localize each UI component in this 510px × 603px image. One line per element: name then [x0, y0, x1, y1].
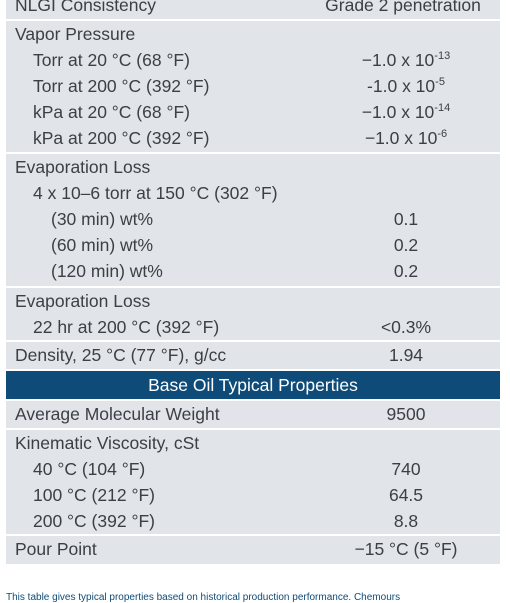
viscosity-item-label: 200 °C (392 °F)	[33, 511, 155, 531]
footnote: This table gives typical properties base…	[6, 592, 401, 603]
evap-item-value: 0.1	[393, 209, 419, 229]
vapor-pressure-label: Vapor Pressure	[15, 24, 136, 44]
base-oil-section-header: Base Oil Typical Properties	[6, 371, 500, 401]
density-value: 1.94	[388, 345, 424, 365]
evap-item-label: (120 min) wt%	[51, 261, 163, 281]
evaporation-condition: 22 hr at 200 °C (392 °F)	[33, 317, 220, 337]
molecular-weight-row: Average Molecular Weight 9500	[6, 401, 500, 430]
vapor-item-value: −1.0 x 10-6	[364, 128, 448, 148]
density-label: Density, 25 °C (77 °F), g/cc	[15, 345, 227, 365]
vapor-item-label: kPa at 20 °C (68 °F)	[33, 102, 190, 122]
nlgi-label: NLGI Consistency	[15, 0, 157, 15]
nlgi-value: Grade 2 penetration	[325, 0, 481, 15]
properties-table: NLGI Consistency Grade 2 penetration Vap…	[6, 0, 500, 566]
nlgi-row: NLGI Consistency Grade 2 penetration	[6, 0, 500, 21]
vapor-pressure-group: Vapor Pressure Torr at 20 °C (68 °F) −1.…	[6, 21, 500, 154]
evaporation-loss-label: Evaporation Loss	[15, 157, 151, 177]
evaporation-condition: 4 x 10–6 torr at 150 °C (302 °F)	[33, 183, 278, 203]
evap-item-value: 0.2	[393, 261, 419, 281]
density-row: Density, 25 °C (77 °F), g/cc 1.94	[6, 342, 500, 371]
viscosity-item-value: 8.8	[393, 511, 419, 531]
viscosity-label: Kinematic Viscosity, cSt	[15, 433, 200, 453]
vapor-item-value: −1.0 x 10-14	[361, 102, 451, 122]
vapor-item-label: kPa at 200 °C (392 °F)	[33, 128, 210, 148]
vapor-item-label: Torr at 200 °C (392 °F)	[33, 76, 210, 96]
vapor-item-value: −1.0 x 10-13	[361, 50, 451, 70]
pour-point-row: Pour Point −15 °C (5 °F)	[6, 536, 500, 566]
viscosity-item-value: 64.5	[388, 485, 424, 505]
vapor-item-value: -1.0 x 10-5	[367, 76, 445, 96]
molecular-weight-label: Average Molecular Weight	[15, 404, 220, 424]
evaporation-loss-22hr-group: Evaporation Loss 22 hr at 200 °C (392 °F…	[6, 288, 500, 342]
viscosity-item-label: 40 °C (104 °F)	[33, 459, 146, 479]
pour-point-value: −15 °C (5 °F)	[354, 539, 458, 559]
evap-item-label: (60 min) wt%	[51, 235, 154, 255]
section-title: Base Oil Typical Properties	[148, 375, 358, 395]
viscosity-item-label: 100 °C (212 °F)	[33, 485, 155, 505]
evaporation-loss-value: <0.3%	[380, 317, 432, 337]
evap-item-value: 0.2	[393, 235, 419, 255]
pour-point-label: Pour Point	[15, 539, 97, 559]
evaporation-loss-label: Evaporation Loss	[15, 291, 151, 311]
evaporation-loss-group: Evaporation Loss 4 x 10–6 torr at 150 °C…	[6, 154, 500, 288]
molecular-weight-value: 9500	[386, 404, 426, 424]
viscosity-group: Kinematic Viscosity, cSt 40 °C (104 °F) …	[6, 430, 500, 536]
viscosity-item-value: 740	[391, 459, 421, 479]
evap-item-label: (30 min) wt%	[51, 209, 154, 229]
vapor-item-label: Torr at 20 °C (68 °F)	[33, 50, 190, 70]
